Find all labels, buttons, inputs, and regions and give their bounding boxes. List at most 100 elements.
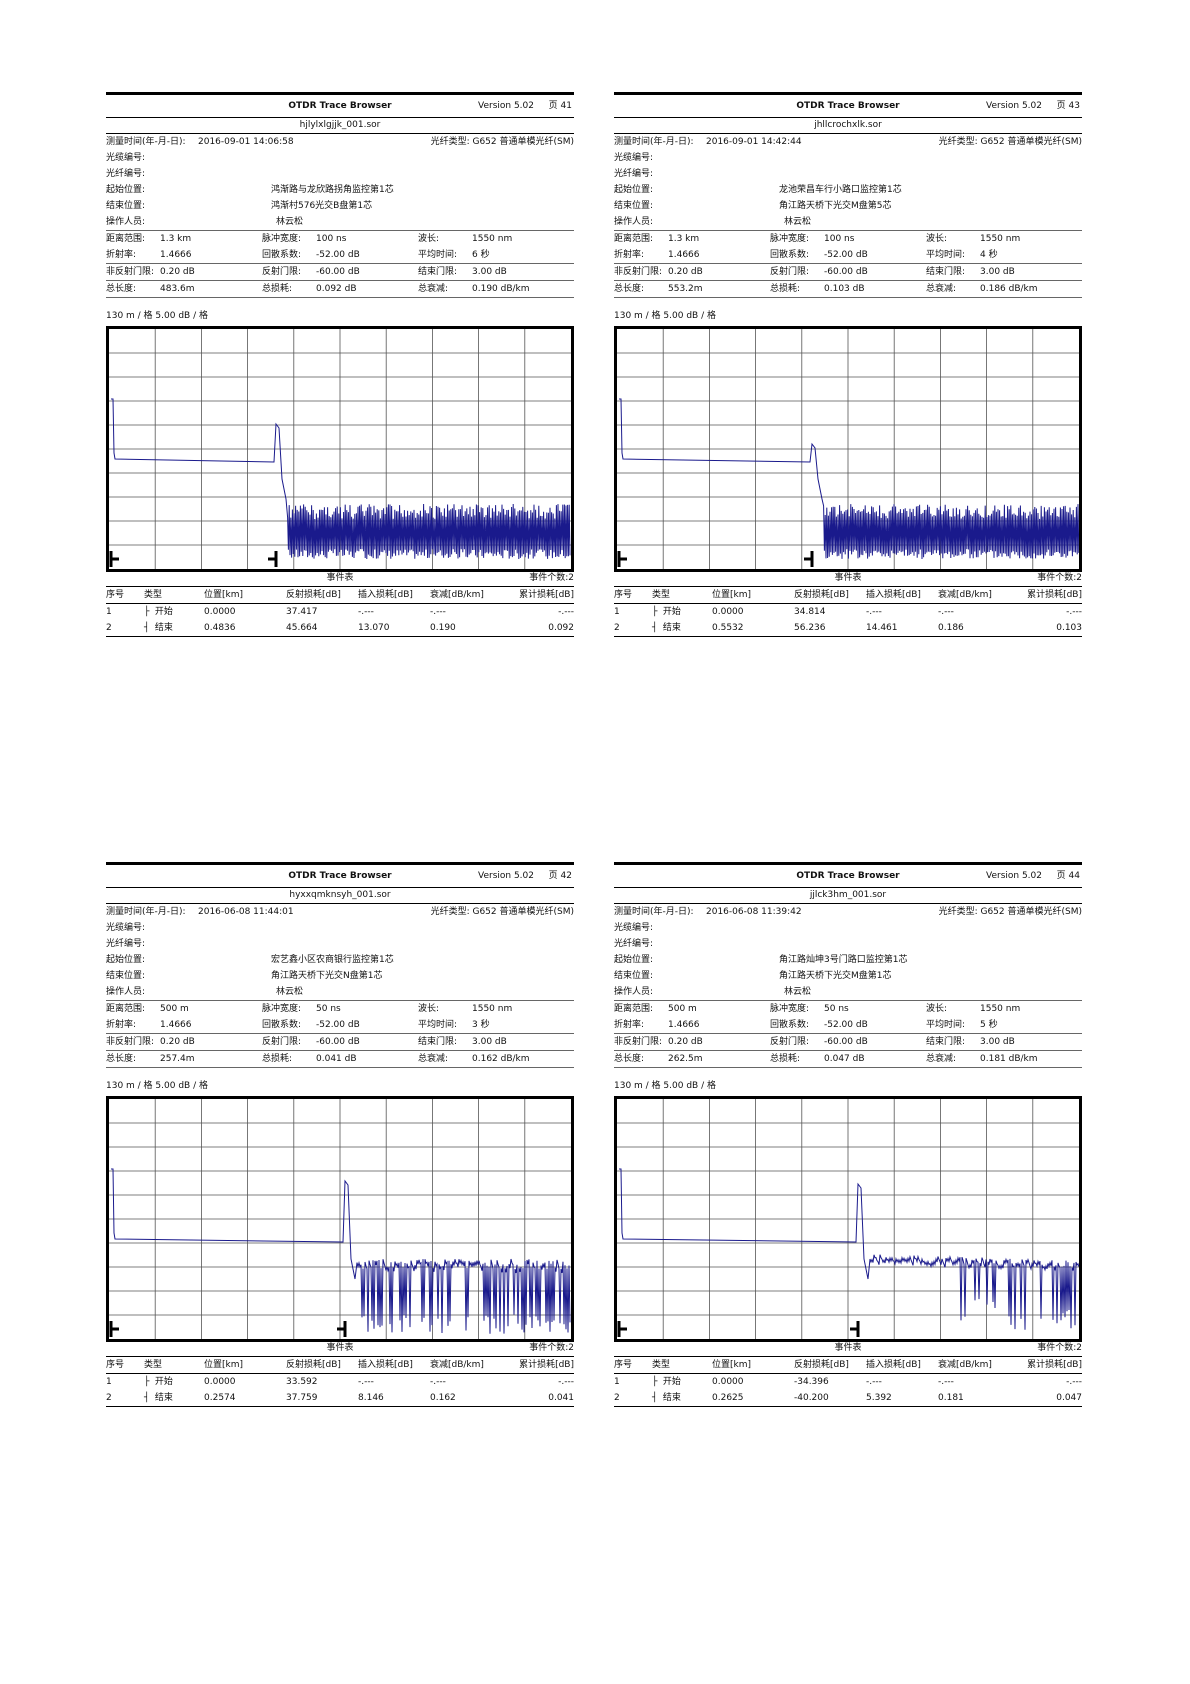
- event-insertion-loss: 13.070: [358, 620, 430, 637]
- total-loss-label: 总损耗:: [770, 1053, 801, 1064]
- page-number: 页 43: [1056, 101, 1080, 111]
- wavelength-label: 波长:: [418, 233, 440, 244]
- column-header: 插入损耗[dB]: [866, 1356, 938, 1374]
- event-type: 开始: [154, 1376, 173, 1387]
- time-label: 测量时间(年-月-日):: [106, 136, 186, 147]
- event-count: 事件个数:2: [529, 573, 574, 583]
- range-value: 1.3 km: [668, 233, 700, 244]
- info-row-fiber: 光纤编号:: [106, 166, 574, 182]
- info-row-operator: 操作人员: 林云松: [106, 984, 574, 1000]
- total-loss-value: 0.041 dB: [316, 1053, 357, 1064]
- refl-value: -60.00 dB: [824, 266, 868, 277]
- info-row-operator: 操作人员: 林云松: [106, 214, 574, 230]
- end-loc-label: 结束位置:: [614, 970, 654, 981]
- start-loc-value: 宏艺鑫小区农商银行监控第1芯: [271, 954, 394, 965]
- event-table: 序号 类型 位置[km] 反射损耗[dB] 插入损耗[dB] 衰减[dB/km] 累计损耗[…: [106, 1356, 574, 1407]
- event-position: 0.0000: [712, 606, 744, 617]
- event-type: 结束: [662, 1392, 681, 1403]
- event-end-icon: ┤: [652, 622, 663, 633]
- ior-label: 折射率:: [614, 1019, 645, 1030]
- event-type-cell: ├ 开始: [652, 604, 712, 621]
- info-row-operator: 操作人员: 林云松: [614, 214, 1082, 230]
- event-position: 0.0000: [712, 1376, 744, 1387]
- event-end-marker: [804, 551, 814, 567]
- event-reflectance: 56.236: [794, 620, 866, 637]
- event-table: 序号 类型 位置[km] 反射损耗[dB] 插入损耗[dB] 衰减[dB/km] 累计损耗[…: [614, 586, 1082, 637]
- cable-label: 光缆编号:: [106, 152, 146, 163]
- time-label: 测量时间(年-月-日):: [614, 906, 694, 917]
- column-header: 反射损耗[dB]: [286, 1356, 358, 1374]
- event-table: 序号 类型 位置[km] 反射损耗[dB] 插入损耗[dB] 衰减[dB/km] 累计损耗[…: [614, 1356, 1082, 1407]
- info-row-start: 起始位置: 宏艺鑫小区农商银行监控第1芯: [106, 952, 574, 968]
- event-start-marker: [617, 1321, 627, 1337]
- start-loc-value: 龙池荣昌车行小路口监控第1芯: [779, 184, 902, 195]
- event-attenuation: -.---: [938, 1376, 954, 1387]
- info-row-fiber: 光纤编号:: [614, 936, 1082, 952]
- params-section: 距离范围: 1.3 km 脉冲宽度: 100 ns 波长: 1550 nm 折射率: 1…: [614, 230, 1082, 263]
- event-table-body: 1 ├ 开始 0.0000 33.592 -.--- -.--- -.--- 2 ┤ 结束 0.2…: [106, 1374, 574, 1407]
- event-type: 结束: [662, 622, 681, 633]
- avg-time-label: 平均时间:: [418, 1019, 458, 1030]
- report-title: OTDR Trace Browser: [796, 871, 900, 881]
- event-reflectance: -34.396: [794, 1376, 829, 1387]
- file-name: jhllcrochxlk.sor: [614, 118, 1082, 134]
- backscatter-label: 回散系数:: [770, 1019, 810, 1030]
- column-header: 序号: [614, 586, 652, 604]
- pulse-label: 脉冲宽度:: [770, 233, 810, 244]
- otdr-report-4: OTDR Trace Browser Version 5.02 页 44 jjl…: [614, 862, 1082, 1407]
- event-table-body: 1 ├ 开始 0.0000 37.417 -.--- -.--- -.--- 2 ┤ 结束 0.4…: [106, 604, 574, 637]
- nonrefl-value: 0.20 dB: [668, 266, 703, 277]
- total-atten-label: 总衰减:: [926, 283, 957, 294]
- ior-value: 1.4666: [668, 249, 700, 260]
- pulse-value: 100 ns: [316, 233, 347, 244]
- info-row-operator: 操作人员: 林云松: [614, 984, 1082, 1000]
- column-header: 累计损耗[dB]: [516, 1356, 574, 1374]
- end-loc-value: 角江路天桥下光交M盘第1芯: [779, 970, 892, 981]
- pulse-value: 50 ns: [316, 1003, 341, 1014]
- ior-label: 折射率:: [106, 1019, 137, 1030]
- event-type-cell: ┤ 结束: [652, 1390, 712, 1407]
- event-table-title: 事件表 事件个数:2: [614, 1342, 1082, 1356]
- avg-time-value: 6 秒: [472, 249, 490, 260]
- total-atten-value: 0.181 dB/km: [980, 1053, 1038, 1064]
- event-no: 1: [106, 1376, 112, 1387]
- threshold-section: 非反射门限: 0.20 dB 反射门限: -60.00 dB 结束门限: 3.00 d…: [106, 1033, 574, 1050]
- operator-label: 操作人员:: [614, 986, 654, 997]
- cable-label: 光缆编号:: [106, 922, 146, 933]
- event-start-marker: [617, 551, 627, 567]
- params-section: 距离范围: 1.3 km 脉冲宽度: 100 ns 波长: 1550 nm 折射率: 1…: [106, 230, 574, 263]
- trace-svg: [617, 1099, 1079, 1339]
- info-row-end: 结束位置: 鸿渐村576光交B盘第1芯: [106, 198, 574, 214]
- event-start-marker: [109, 1321, 119, 1337]
- backscatter-value: -52.00 dB: [316, 1019, 360, 1030]
- event-insertion-loss: -.---: [866, 1376, 882, 1387]
- event-end-icon: ┤: [144, 1392, 155, 1403]
- column-header: 衰减[dB/km]: [430, 586, 516, 604]
- column-header: 序号: [106, 1356, 144, 1374]
- column-header: 衰减[dB/km]: [430, 1356, 516, 1374]
- trace-svg: [617, 329, 1079, 569]
- avg-time-value: 4 秒: [980, 249, 998, 260]
- file-name: hjlylxlgjjk_001.sor: [106, 118, 574, 134]
- event-cumulative-loss: 0.092: [516, 620, 574, 637]
- table-row: 2 ┤ 结束 0.5532 56.236 14.461 0.186 0.103: [614, 620, 1082, 637]
- event-no: 2: [106, 620, 144, 637]
- refl-label: 反射门限:: [262, 1036, 302, 1047]
- threshold-section: 非反射门限: 0.20 dB 反射门限: -60.00 dB 结束门限: 3.00 d…: [614, 1033, 1082, 1050]
- event-attenuation: 0.186: [938, 620, 1024, 637]
- event-position: 0.5532: [712, 620, 794, 637]
- ior-value: 1.4666: [160, 1019, 192, 1030]
- backscatter-label: 回散系数:: [262, 1019, 302, 1030]
- avg-time-label: 平均时间:: [418, 249, 458, 260]
- event-type: 结束: [154, 622, 173, 633]
- otdr-report-3: OTDR Trace Browser Version 5.02 页 42 hyx…: [106, 862, 574, 1407]
- info-row-time: 测量时间(年-月-日): 2016-09-01 14:06:58 光纤类型: G…: [106, 134, 574, 150]
- end-loc-label: 结束位置:: [106, 200, 146, 211]
- start-loc-value: 鸿渐路与龙欣路拐角监控第1芯: [271, 184, 394, 195]
- wavelength-value: 1550 nm: [980, 1003, 1021, 1014]
- otdr-report-1: OTDR Trace Browser Version 5.02 页 41 hjl…: [106, 92, 574, 637]
- backscatter-label: 回散系数:: [262, 249, 302, 260]
- info-row-cable: 光缆编号:: [106, 920, 574, 936]
- total-loss-label: 总损耗:: [262, 283, 293, 294]
- start-loc-label: 起始位置:: [614, 184, 654, 195]
